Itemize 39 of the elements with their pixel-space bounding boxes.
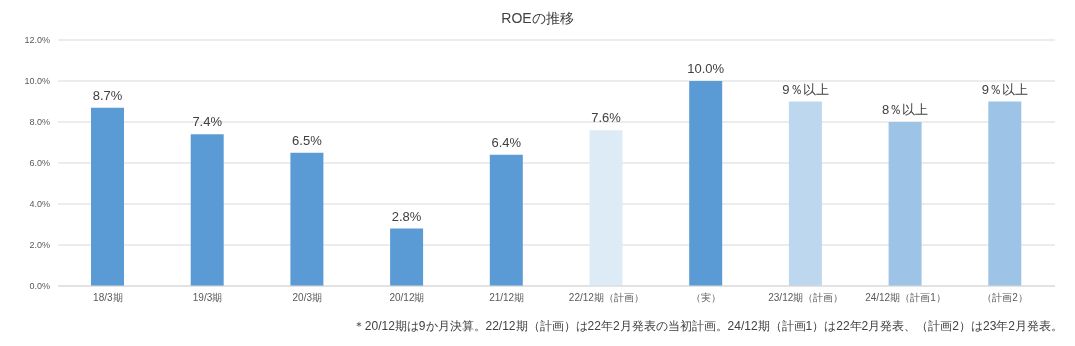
y-tick-label: 12.0% bbox=[24, 35, 50, 46]
chart-title: ROEの推移 bbox=[500, 10, 575, 28]
x-tick-label: 20/12期 bbox=[389, 292, 425, 304]
x-tick-label: 21/12期 bbox=[489, 292, 525, 304]
x-tick-label: 23/12期（計画） bbox=[768, 292, 844, 304]
x-tick-label: 24/12期（計画1） bbox=[865, 292, 946, 304]
data-label: 8.7% bbox=[92, 87, 123, 103]
bar bbox=[988, 101, 1022, 286]
y-tick-label: 6.0% bbox=[29, 158, 50, 169]
data-label: 7.4% bbox=[192, 114, 223, 130]
bar bbox=[190, 134, 224, 286]
bar bbox=[589, 130, 623, 286]
data-label: 9％以上 bbox=[981, 81, 1028, 97]
x-tick-label: 22/12期（計画） bbox=[568, 292, 644, 304]
bar bbox=[489, 154, 523, 286]
x-tick-label: （実） bbox=[691, 292, 722, 304]
data-label: 8％以上 bbox=[881, 102, 929, 117]
bar bbox=[689, 81, 723, 286]
y-tick-label: 0.0% bbox=[29, 281, 50, 292]
data-label: 6.4% bbox=[491, 134, 522, 150]
bar bbox=[888, 122, 922, 286]
x-tick-label: 20/3期 bbox=[292, 292, 322, 304]
x-tick-label: 19/3期 bbox=[192, 292, 223, 304]
y-tick-label: 10.0% bbox=[24, 76, 50, 87]
bar bbox=[788, 101, 822, 286]
data-label: 9％以上 bbox=[782, 81, 829, 97]
y-tick-label: 4.0% bbox=[29, 199, 50, 210]
bar bbox=[290, 152, 324, 286]
data-label: 2.8% bbox=[391, 208, 422, 224]
data-label: 10.0% bbox=[687, 61, 725, 76]
bar bbox=[390, 228, 424, 286]
x-tick-label: 18/3期 bbox=[93, 292, 123, 304]
text: ＊20/12期は9か月決算。22/12期（計画）は22年2月発表の当初計画。24/12期（計画1）は22年2月発表、（計画2）は23年2月発表。 bbox=[352, 318, 1063, 335]
y-tick-label: 8.0% bbox=[29, 117, 50, 128]
data-label: 7.6% bbox=[591, 110, 622, 126]
x-tick-label: （計画2） bbox=[982, 292, 1028, 304]
bar bbox=[91, 107, 124, 286]
data-label: 6.5% bbox=[292, 132, 323, 148]
y-tick-label: 2.0% bbox=[29, 240, 50, 251]
